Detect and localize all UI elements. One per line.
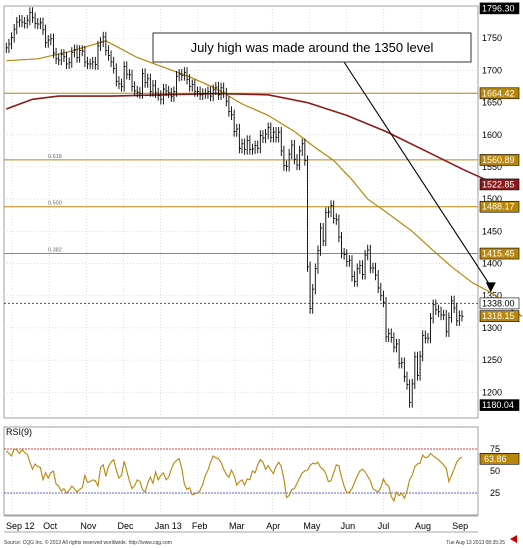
price-tag-label: 1338.00: [482, 298, 515, 308]
moving-average-long-line: [6, 92, 497, 186]
month-axis: Sep 12 Oct Nov Dec Jan 13 Feb Mar Apr May Jun Jul A…: [4, 515, 478, 533]
price-tag-box: [479, 297, 520, 310]
month-tick-label: May: [303, 521, 321, 531]
month-tick-label: Jan 13: [155, 521, 182, 531]
price-tick-label: 1450: [482, 226, 502, 236]
price-tag-box: [479, 200, 520, 213]
annotation-arrow-head: [485, 282, 496, 293]
rsi-value-tag-label: 63.86: [484, 454, 507, 464]
month-tick-label: Nov: [80, 521, 97, 531]
price-plot-area: [3, 5, 479, 419]
price-tag-label: 1560.89: [482, 155, 515, 165]
month-tick-label: Apr: [266, 521, 280, 531]
rsi-tick-label: 75: [490, 444, 500, 454]
price-tick-label: 1300: [482, 323, 502, 333]
month-tick-label: Mar: [229, 521, 245, 531]
price-tick-label: 1500: [482, 194, 502, 204]
month-tick-label: Dec: [118, 521, 135, 531]
rsi-value-tag-box: [479, 453, 520, 465]
price-tick-label: 1700: [482, 65, 502, 75]
price-tag-label: 1488.17: [482, 202, 515, 212]
footer-source: Source: CQG Inc. © 2013 All rights reser…: [4, 539, 172, 546]
price-tick-label: 1750: [482, 33, 502, 43]
price-tag-box: [479, 247, 520, 260]
annotation-box: [152, 32, 472, 63]
rsi-tick-label: 25: [490, 488, 500, 498]
price-tag-label: 1180.04: [482, 400, 514, 410]
price-tag-box: [479, 154, 520, 166]
footer-timestamp: Tue Aug 13 2013 08:35:25: [446, 540, 505, 546]
rsi-line: [5, 448, 463, 503]
month-tick-label: Feb: [192, 521, 208, 531]
price-tag-box: [479, 178, 520, 191]
price-tick-label: 1250: [482, 355, 502, 365]
price-tag-box: [479, 399, 520, 411]
price-tag-label: 1415.45: [482, 249, 515, 259]
month-tick-label: Sep: [452, 521, 468, 531]
price-tag-box: [479, 2, 520, 15]
price-tag-label: 1318.15: [482, 311, 515, 321]
price-tick-label: 1550: [482, 162, 502, 172]
month-tick-label: Jul: [378, 521, 390, 531]
month-tick-label: Jun: [341, 521, 356, 531]
rsi-tick-label: 50: [490, 466, 500, 476]
annotation-text: July high was made around the 1350 level: [191, 40, 434, 55]
price-tick-label: 1350: [482, 291, 502, 301]
rsi-title: RSI(9): [6, 427, 32, 437]
price-tick-label: 1600: [482, 130, 502, 140]
price-tag-box: [479, 87, 520, 100]
fib-ratio-label: 0.382: [48, 248, 62, 254]
fib-ratio-label: 0.618: [48, 154, 62, 160]
price-panel: 1200 1250 1300 1350 1400 1450 1500 1550 1600 1650…: [3, 2, 523, 419]
annotation-layer: July high was made around the 1350 level: [152, 32, 472, 63]
price-tag-label: 1522.85: [482, 179, 515, 189]
price-tag-label: 1796.30: [482, 3, 515, 13]
price-tick-label: 1400: [482, 259, 502, 269]
month-tick-label: Oct: [43, 521, 58, 531]
fib-ratio-label: 0.500: [48, 201, 62, 207]
rsi-plot-area: [3, 426, 479, 516]
moving-average-short-line: [6, 40, 523, 317]
month-tick-label: Aug: [415, 521, 431, 531]
annotation-arrow-line: [343, 61, 492, 287]
price-tick-label: 1650: [482, 98, 502, 108]
month-tick-label: Sep 12: [6, 521, 35, 531]
price-tick-label: 1200: [482, 387, 502, 397]
price-tag-box: [479, 310, 520, 322]
price-tag-label: 1664.42: [482, 88, 515, 98]
scroll-arrow-icon[interactable]: [510, 535, 517, 543]
